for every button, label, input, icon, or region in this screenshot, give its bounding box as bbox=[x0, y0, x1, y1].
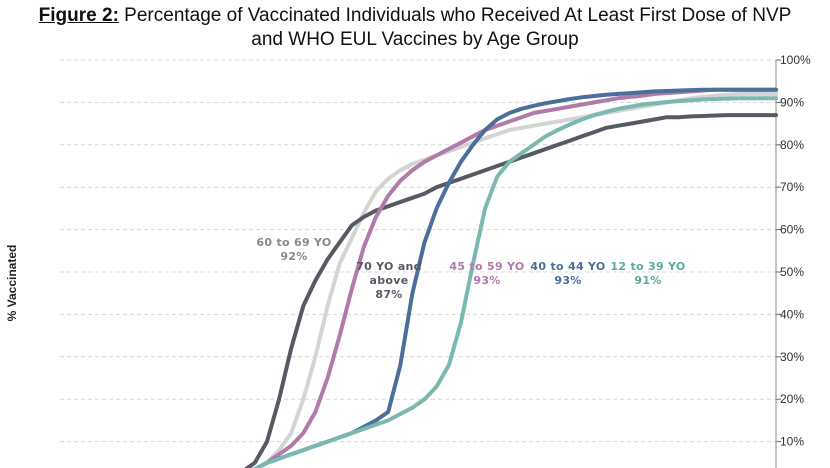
y-tick-label: 70% bbox=[780, 180, 804, 194]
series-line-12-to-39-yo bbox=[252, 96, 778, 468]
y-tick-label: 50% bbox=[780, 265, 804, 279]
axes: 10% 20% 30% 40% 50% 60% 70% 80% 90% 100% bbox=[775, 53, 811, 468]
y-tick-label: 90% bbox=[780, 95, 804, 109]
annotation-12-to-39-yo: 12 to 39 YO bbox=[610, 260, 685, 273]
title-line-2: and WHO EUL Vaccines by Age Group bbox=[251, 29, 579, 50]
annotation-60-to-69-yo: 92% bbox=[280, 250, 307, 263]
title-prefix: Figure 2: bbox=[38, 5, 119, 26]
chart-title: Figure 2: Percentage of Vaccinated Indiv… bbox=[0, 4, 830, 52]
series-line-70-yo-and-above bbox=[243, 113, 778, 468]
annotation-12-to-39-yo: 91% bbox=[634, 274, 661, 287]
y-tick-label: 80% bbox=[780, 138, 804, 152]
y-tick-label: 30% bbox=[780, 350, 804, 364]
annotation-70-yo-and-above: above bbox=[370, 274, 409, 287]
y-tick-label: 60% bbox=[780, 223, 804, 237]
annotation-45-to-59-yo: 93% bbox=[473, 274, 500, 287]
y-tick-label: 20% bbox=[780, 392, 804, 406]
series-lines bbox=[243, 87, 778, 468]
y-tick-label: 10% bbox=[780, 435, 804, 449]
annotation-70-yo-and-above: 70 YO and bbox=[356, 260, 422, 273]
annotation-40-to-44-yo: 40 to 44 YO bbox=[530, 260, 605, 273]
annotation-40-to-44-yo: 93% bbox=[554, 274, 581, 287]
annotation-45-to-59-yo: 45 to 59 YO bbox=[449, 260, 524, 273]
title-line-1: Figure 2: Percentage of Vaccinated Indiv… bbox=[0, 4, 830, 28]
y-tick-label: 100% bbox=[780, 53, 811, 67]
y-tick-label: 40% bbox=[780, 307, 804, 321]
title-text-1: Percentage of Vaccinated Individuals who… bbox=[118, 5, 792, 26]
annotation-70-yo-and-above: 87% bbox=[375, 288, 402, 301]
annotation-60-to-69-yo: 60 to 69 YO bbox=[256, 236, 331, 249]
